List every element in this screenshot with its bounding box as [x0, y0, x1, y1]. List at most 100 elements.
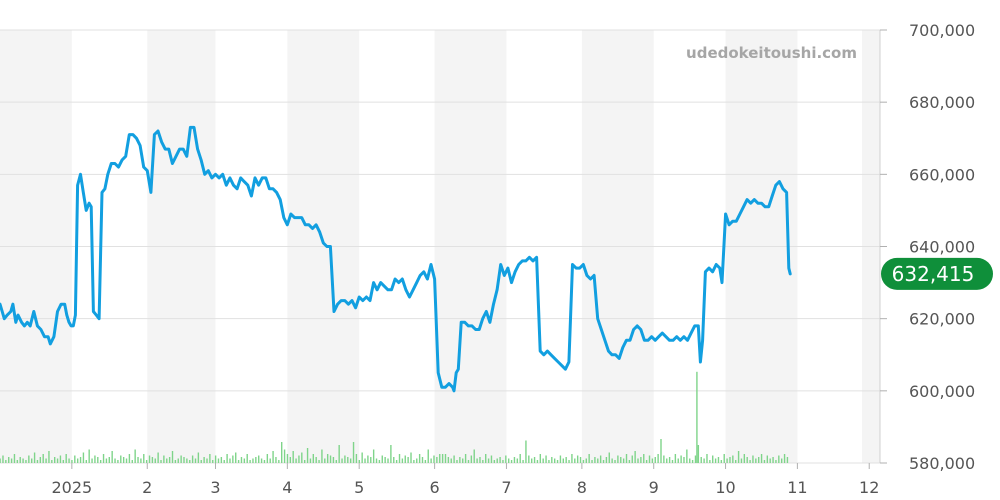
volume-bar-265: [757, 457, 760, 463]
volume-bar-50: [143, 454, 145, 463]
volume-bar-34: [97, 457, 99, 463]
volume-bar-249: [712, 455, 714, 463]
volume-bar-53: [151, 457, 154, 463]
volume-bar-207: [594, 457, 596, 463]
y-tick-label-4: 620,000: [909, 310, 975, 329]
volume-bar-205: [588, 454, 590, 463]
volume-bar-66: [189, 460, 191, 463]
volume-bar-181: [519, 454, 521, 463]
y-tick-label-2: 660,000: [909, 165, 975, 184]
volume-bar-91: [260, 458, 263, 463]
volume-bar-47: [134, 449, 136, 463]
volume-bar-29: [82, 452, 85, 463]
volume-bar-256: [732, 455, 734, 463]
volume-bar-154: [441, 454, 444, 463]
volume-bar-11: [31, 458, 33, 463]
volume-bar-111: [318, 460, 320, 463]
volume-bar-113: [324, 458, 326, 463]
volume-bar-167: [479, 457, 481, 463]
volume-bar-262: [749, 460, 751, 463]
volume-bar-16: [45, 458, 47, 463]
volume-bar-75: [214, 455, 217, 463]
volume-bar-32: [91, 458, 93, 463]
volume-bar-57: [163, 455, 165, 463]
volume-bar-144: [413, 460, 415, 463]
volume-bar-56: [160, 460, 162, 463]
x-tick-label-6: 7: [501, 478, 511, 497]
volume-bar-19: [53, 457, 56, 463]
volume-bar-78: [223, 460, 225, 463]
volume-bar-203: [582, 460, 585, 463]
volume-bar-228: [654, 457, 656, 463]
volume-bar-254: [726, 458, 728, 463]
volume-bar-119: [341, 458, 343, 463]
volume-bar-232: [666, 458, 668, 463]
volume-bar-140: [401, 458, 404, 463]
x-tick-label-9: 10: [715, 478, 735, 497]
volume-bar-158: [453, 455, 455, 463]
volume-bar-260: [743, 454, 746, 463]
volume-bar-210: [602, 460, 605, 463]
volume-bar-94: [269, 458, 271, 463]
volume-bars: [0, 371, 789, 463]
volume-bar-143: [410, 452, 412, 463]
volume-bar-267: [763, 460, 766, 463]
volume-bar-161: [462, 458, 464, 463]
volume-bar-85: [243, 458, 246, 463]
volume-bar-108: [309, 458, 312, 463]
volume-bar-227: [651, 458, 654, 463]
volume-bar-180: [516, 458, 519, 463]
volume-bar-168: [482, 460, 484, 463]
volume-bar-274: [783, 454, 786, 463]
volume-bar-257: [735, 460, 737, 463]
volume-bar-9: [25, 460, 27, 463]
volume-bar-194: [556, 460, 559, 463]
volume-bar-92: [263, 460, 266, 463]
volume-bar-196: [562, 458, 564, 463]
x-tick-label-8: 9: [649, 478, 659, 497]
volume-bar-219: [628, 460, 631, 463]
x-tick-label-3: 4: [282, 478, 292, 497]
volume-bar-120: [344, 455, 346, 463]
volume-bar-147: [421, 457, 424, 463]
volume-bar-122: [349, 458, 352, 463]
volume-bar-177: [508, 458, 510, 463]
volume-bar-247: [706, 454, 708, 463]
volume-bar-67: [191, 455, 194, 463]
volume-bar-152: [436, 457, 438, 463]
volume-bar-60: [171, 451, 174, 463]
volume-bar-116: [332, 457, 335, 463]
volume-bar-212: [608, 452, 610, 463]
volume-bar-170: [487, 458, 490, 463]
x-tick-label-4: 5: [354, 478, 364, 497]
volume-bar-103: [295, 458, 297, 463]
volume-bar-198: [568, 460, 570, 463]
volume-bar-17: [48, 451, 50, 463]
volume-bar-142: [407, 457, 409, 463]
volume-bar-134: [384, 457, 386, 463]
volume-bar-160: [459, 457, 461, 463]
volume-bar-234: [671, 460, 674, 463]
volume-bar-118: [338, 445, 340, 463]
volume-bar-174: [499, 457, 501, 463]
volume-bar-148: [424, 460, 427, 463]
volume-bar-13: [36, 460, 39, 463]
volume-bar-237: [680, 455, 682, 463]
current-value-badge-bg: [881, 257, 993, 290]
volume-bar-74: [212, 460, 214, 463]
volume-bar-186: [533, 457, 536, 463]
volume-bar-156: [447, 457, 450, 463]
price-line: [0, 125, 792, 393]
x-tick-label-2: 3: [210, 478, 220, 497]
volume-bar-5: [13, 454, 16, 463]
volume-bar-233: [668, 457, 671, 463]
volume-bar-131: [375, 458, 378, 463]
volume-bar-106: [303, 460, 306, 463]
volume-bar-117: [335, 460, 337, 463]
x-tick-label-7: 8: [577, 478, 587, 497]
volume-bar-193: [553, 458, 556, 463]
y-tick-label-6: 580,000: [909, 454, 975, 473]
volume-bar-40: [114, 458, 116, 463]
volume-bar-3: [8, 457, 10, 463]
volume-bar-242: [694, 455, 697, 463]
